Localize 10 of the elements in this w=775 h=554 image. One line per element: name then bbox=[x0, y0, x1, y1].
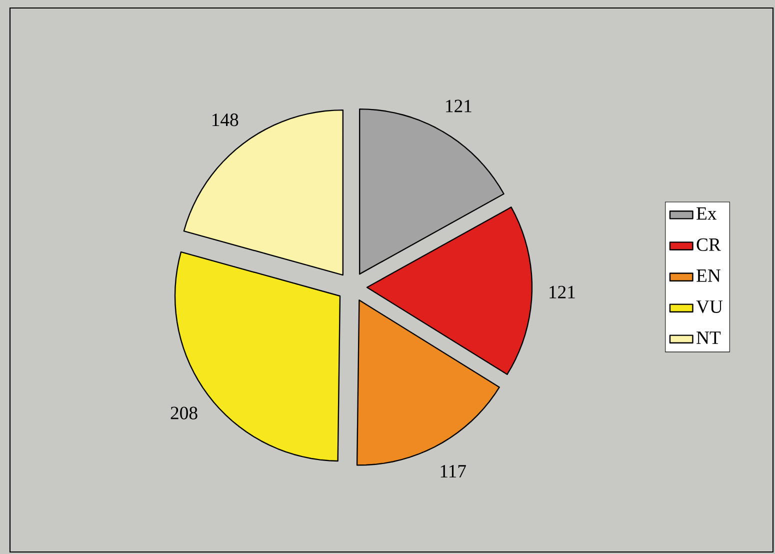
legend-label: VU bbox=[696, 300, 723, 314]
legend-label: Ex bbox=[696, 207, 717, 220]
legend-label: CR bbox=[696, 238, 721, 251]
legend-label: NT bbox=[696, 332, 721, 344]
data-label: 208 bbox=[170, 406, 198, 420]
data-label: 148 bbox=[212, 114, 238, 126]
legend-label: EN bbox=[696, 270, 720, 282]
data-label: 121 bbox=[446, 100, 472, 112]
data-label: 117 bbox=[440, 465, 466, 478]
data-label: 121 bbox=[550, 286, 575, 298]
